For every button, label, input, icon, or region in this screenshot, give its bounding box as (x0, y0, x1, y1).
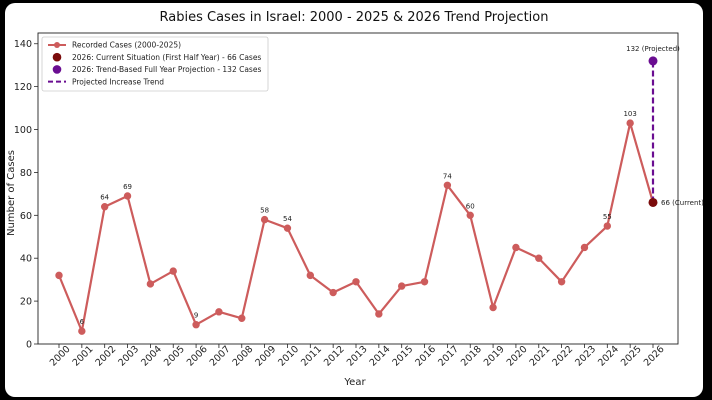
legend-entry: 2026: Current Situation (First Half Year… (52, 52, 261, 62)
legend-label: 2026: Current Situation (First Half Year… (72, 53, 261, 62)
recorded-cases-point (512, 243, 520, 252)
x-tick-label: 2014 (368, 344, 393, 369)
y-tick-label: 0 (26, 340, 32, 351)
x-tick-label: 2021 (528, 344, 553, 369)
recorded-cases-point (352, 278, 360, 286)
chart-card: Rabies Cases in Israel: 2000 - 2025 & 20… (5, 3, 703, 397)
recorded-cases-point (329, 288, 337, 297)
x-tick-label: 2024 (596, 344, 621, 369)
legend-swatch-marker (52, 65, 62, 74)
y-tick-label: 140 (14, 39, 32, 50)
recorded-cases-point (626, 119, 634, 127)
x-tick-label: 2026 (642, 344, 667, 369)
recorded-cases-point (603, 222, 612, 230)
recorded-cases-point (100, 203, 109, 211)
x-tick-label: 2009 (253, 344, 278, 369)
recorded-cases-point (260, 215, 269, 224)
x-tick-label: 2010 (276, 344, 301, 369)
x-tick-label: 2008 (231, 344, 256, 369)
recorded-cases-point (375, 310, 383, 318)
projected-2026-point (648, 56, 658, 66)
legend-box (41, 36, 269, 92)
recorded-cases-point (397, 282, 406, 290)
current-2026-point (648, 197, 658, 207)
recorded-cases-point (55, 271, 63, 280)
x-tick-label: 2022 (550, 344, 575, 369)
x-tick-label: 2003 (116, 344, 141, 369)
recorded-cases-point (557, 278, 566, 286)
recorded-cases-point (489, 303, 497, 312)
recorded-cases-point (169, 267, 177, 275)
data-label: 6 (80, 318, 85, 326)
legend-entry: Recorded Cases (2000-2025) (48, 41, 181, 50)
x-tick-label: 2017 (436, 344, 461, 369)
data-label: 58 (260, 207, 269, 215)
x-axis-label: Year (343, 377, 366, 388)
x-tick-label: 2012 (322, 344, 347, 369)
y-tick-label: 60 (20, 211, 32, 222)
recorded-cases-point (580, 243, 589, 252)
recorded-cases-point (123, 192, 132, 200)
recorded-cases-point (215, 308, 223, 316)
x-tick-label: 2007 (208, 344, 233, 369)
x-tick-label: 2025 (619, 344, 644, 369)
x-tick-label: 2000 (48, 344, 73, 369)
legend-swatch-marker (52, 52, 62, 62)
x-tick-label: 2023 (573, 344, 598, 369)
recorded-cases-point (443, 181, 452, 189)
x-tick-label: 2015 (390, 344, 415, 369)
recorded-cases-point (238, 314, 246, 322)
data-label: 74 (443, 172, 452, 180)
legend: Recorded Cases (2000-2025) 2026: Current … (41, 36, 269, 92)
legend-label: Projected Increase Trend (72, 77, 164, 86)
y-axis-label: Number of Cases (6, 150, 17, 236)
y-tick-label: 40 (20, 254, 32, 265)
x-tick-label: 2001 (71, 344, 96, 369)
y-tick-label: 20 (20, 297, 32, 308)
recorded-cases-point (306, 271, 315, 280)
recorded-cases-point (283, 224, 292, 232)
x-tick-label: 2019 (482, 344, 507, 369)
data-label: 9 (194, 312, 198, 320)
y-tick-label: 100 (14, 125, 32, 136)
recorded-cases-point (420, 278, 429, 286)
data-label: 103 (623, 110, 636, 118)
recorded-cases-point (146, 280, 155, 288)
data-label: 55 (603, 213, 612, 221)
data-label: 54 (283, 215, 292, 223)
data-label: 64 (100, 194, 109, 202)
data-label: 60 (466, 202, 475, 210)
y-tick-label: 80 (20, 168, 32, 179)
x-tick-label: 2005 (162, 344, 187, 369)
annotation-label: 66 (Current) (661, 199, 703, 207)
x-tick-label: 2006 (185, 344, 210, 369)
recorded-cases-point (466, 211, 474, 220)
legend-entry: 2026: Trend-Based Full Year Projection -… (52, 65, 261, 74)
x-tick-label: 2020 (505, 344, 530, 369)
x-tick-label: 2004 (139, 344, 164, 369)
y-tick-label: 120 (14, 82, 32, 93)
legend-swatch-marker (54, 42, 60, 48)
plot-frame (37, 32, 679, 345)
annotation-label: 132 (Projected) (626, 45, 680, 53)
recorded-cases-point (535, 254, 543, 262)
recorded-cases-point (78, 327, 86, 335)
recorded-cases-point (192, 320, 200, 329)
data-label: 69 (123, 183, 132, 191)
x-tick-label: 2002 (93, 344, 118, 369)
x-tick-label: 2013 (345, 344, 370, 369)
recorded-cases-line (57, 121, 655, 333)
legend-label: 2026: Trend-Based Full Year Projection -… (72, 65, 261, 74)
x-tick-label: 2018 (459, 344, 484, 369)
chart-svg: Rabies Cases in Israel: 2000 - 2025 & 20… (6, 10, 703, 388)
chart-title: Rabies Cases in Israel: 2000 - 2025 & 20… (160, 10, 549, 25)
x-tick-label: 2016 (413, 344, 438, 369)
legend-entry: Projected Increase Trend (48, 77, 164, 86)
legend-label: Recorded Cases (2000-2025) (72, 41, 181, 50)
x-tick-label: 2011 (299, 344, 324, 369)
